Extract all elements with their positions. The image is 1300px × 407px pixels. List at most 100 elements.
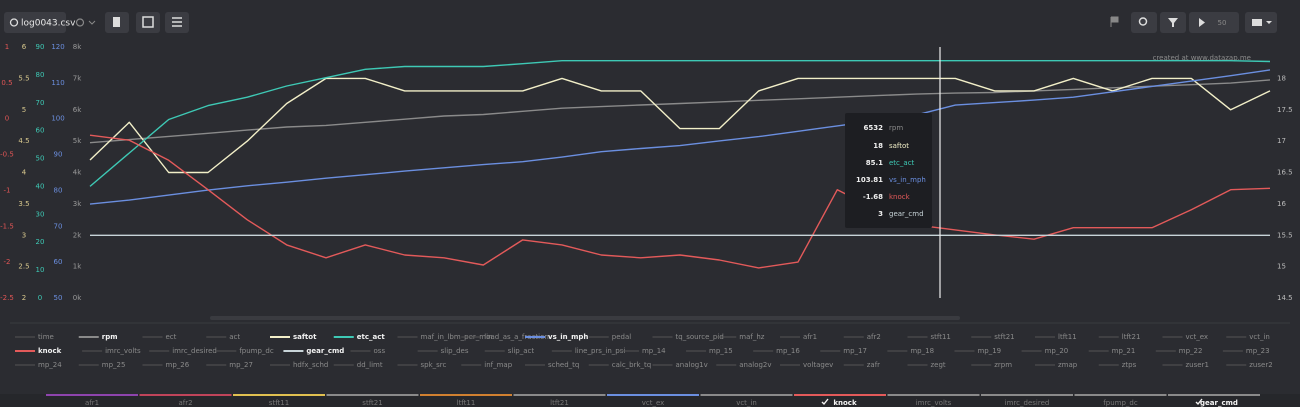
tab-label: vct_ex	[642, 399, 665, 407]
layout-button[interactable]	[136, 12, 160, 33]
legend-item[interactable]: vct_in	[1226, 333, 1270, 341]
y-tick-label: 2.5	[18, 263, 29, 271]
legend-item[interactable]: stft21	[971, 333, 1015, 341]
legend-item[interactable]: knock	[15, 347, 62, 355]
legend-item[interactable]: rpm	[78, 333, 118, 341]
flag-button[interactable]	[1110, 16, 1119, 27]
legend-item[interactable]: gear_cmd	[283, 347, 344, 355]
y-tick-label: 18	[1277, 74, 1286, 82]
legend-label: mp_17	[843, 347, 867, 355]
legend-item[interactable]: tq_source_pid	[652, 333, 724, 341]
tab[interactable]: stft11	[233, 394, 325, 407]
legend-item[interactable]: fpump_dc	[216, 347, 274, 355]
legend-item[interactable]: mp_17	[820, 347, 867, 355]
scrollbar[interactable]	[210, 316, 960, 320]
legend-item[interactable]: maf_in_lbm_per_min	[397, 333, 493, 341]
legend-item[interactable]: vs_in_mph	[525, 333, 588, 341]
legend-item[interactable]: mp_16	[753, 347, 800, 355]
legend-item[interactable]: spk_src	[397, 361, 447, 369]
tab-label: vct_in	[736, 399, 757, 407]
legend-item[interactable]: time	[15, 333, 54, 341]
legend-item[interactable]: maf_hz	[716, 333, 765, 341]
legend-item[interactable]: mp_22	[1155, 347, 1203, 355]
tab-label: imrc_volts	[916, 399, 952, 407]
tab[interactable]: vct_ex	[607, 394, 699, 407]
legend-item[interactable]: imrc_volts	[82, 347, 141, 355]
legend-item[interactable]: hdfx_schd	[270, 361, 328, 369]
legend-item[interactable]: ztps	[1098, 361, 1137, 369]
tab[interactable]: afr2	[139, 394, 232, 407]
legend-item[interactable]: analog2v	[716, 361, 772, 369]
legend-item[interactable]: act	[206, 333, 240, 341]
legend-item[interactable]: line_prs_in_psi	[551, 347, 626, 355]
speed-value[interactable]: 50	[1218, 19, 1227, 27]
legend-item[interactable]: saftot	[270, 333, 317, 341]
legend-label: calc_brk_tq	[612, 361, 652, 369]
legend-item[interactable]: mp_15	[686, 347, 733, 355]
file-button[interactable]	[4, 12, 66, 33]
legend-item[interactable]: etc_act	[333, 333, 386, 341]
legend-item[interactable]: mp_27	[206, 361, 253, 369]
legend-item[interactable]: zafr	[843, 361, 880, 369]
legend-label: mp_22	[1179, 347, 1203, 355]
legend-label: mp_18	[910, 347, 934, 355]
legend-item[interactable]: afr1	[780, 333, 817, 341]
legend-item[interactable]: dd_limt	[333, 361, 383, 369]
legend-item[interactable]: mp_20	[1021, 347, 1069, 355]
tab-bar	[46, 394, 138, 396]
tab[interactable]: afr1	[46, 394, 138, 407]
play-button[interactable]	[1199, 18, 1205, 27]
refresh-button[interactable]	[75, 18, 96, 27]
legend-item[interactable]: ltft21	[1098, 333, 1141, 341]
legend-item[interactable]: sched_tq	[525, 361, 579, 369]
legend-item[interactable]: pedal	[588, 333, 631, 341]
legend-label: analog2v	[739, 361, 771, 369]
tab[interactable]: ltft11	[420, 394, 512, 407]
legend-item[interactable]: mp_23	[1222, 347, 1270, 355]
legend-item[interactable]: voltagev	[780, 361, 833, 369]
tab[interactable]: imrc_desired	[981, 394, 1073, 407]
legend-item[interactable]: mp_18	[887, 347, 934, 355]
tab[interactable]: fpump_dc	[1074, 394, 1167, 407]
tab-strip-bg	[0, 394, 1300, 407]
tooltip-value: 103.81	[856, 176, 883, 184]
legend-item[interactable]: zmap	[1035, 361, 1078, 369]
legend-item[interactable]: oss	[350, 347, 386, 355]
legend-item[interactable]: zuser1	[1162, 361, 1209, 369]
y-tick-label: 7k	[73, 74, 82, 82]
legend-item[interactable]: calc_brk_tq	[588, 361, 652, 369]
legend-item[interactable]: zegt	[907, 361, 946, 369]
legend-label: zegt	[931, 361, 946, 369]
legend-item[interactable]: imrc_desired	[149, 347, 217, 355]
legend-item[interactable]: slip_des	[417, 347, 469, 355]
legend-item[interactable]: analog1v	[652, 361, 708, 369]
legend-item[interactable]: zuser2	[1226, 361, 1273, 369]
tab[interactable]: ltft21	[513, 394, 606, 407]
legend-item[interactable]: vct_ex	[1162, 333, 1209, 341]
legend-item[interactable]: load_as_a_fraction	[461, 333, 549, 341]
tab[interactable]: gear_cmd	[1168, 394, 1260, 407]
tab[interactable]: imrc_volts	[887, 394, 980, 407]
legend-item[interactable]: stft11	[907, 333, 951, 341]
legend-item[interactable]: mp_26	[142, 361, 190, 369]
tooltip-name: saftot	[889, 142, 909, 150]
legend-label: slip_act	[508, 347, 535, 355]
legend-item[interactable]: ect	[142, 333, 177, 341]
legend-item[interactable]: mp_21	[1088, 347, 1136, 355]
legend-item[interactable]: slip_act	[484, 347, 535, 355]
tab[interactable]: stft21	[326, 394, 419, 407]
tab[interactable]: knock	[794, 394, 886, 407]
zoom-button[interactable]	[1131, 12, 1157, 33]
legend-item[interactable]: inf_map	[461, 361, 513, 369]
legend-item[interactable]: mp_25	[78, 361, 126, 369]
legend-item[interactable]: mp_14	[618, 347, 666, 355]
legend-item[interactable]: mp_19	[954, 347, 1001, 355]
tab[interactable]: vct_in	[700, 394, 793, 407]
y-tick-label: 0k	[73, 294, 82, 302]
y-tick-label: 10	[36, 266, 45, 274]
legend-item[interactable]: afr2	[843, 333, 881, 341]
legend-item[interactable]: zrpm	[971, 361, 1012, 369]
y-tick-label: 16	[1277, 200, 1286, 208]
legend-item[interactable]: ltft11	[1035, 333, 1077, 341]
legend-item[interactable]: mp_24	[15, 361, 62, 369]
